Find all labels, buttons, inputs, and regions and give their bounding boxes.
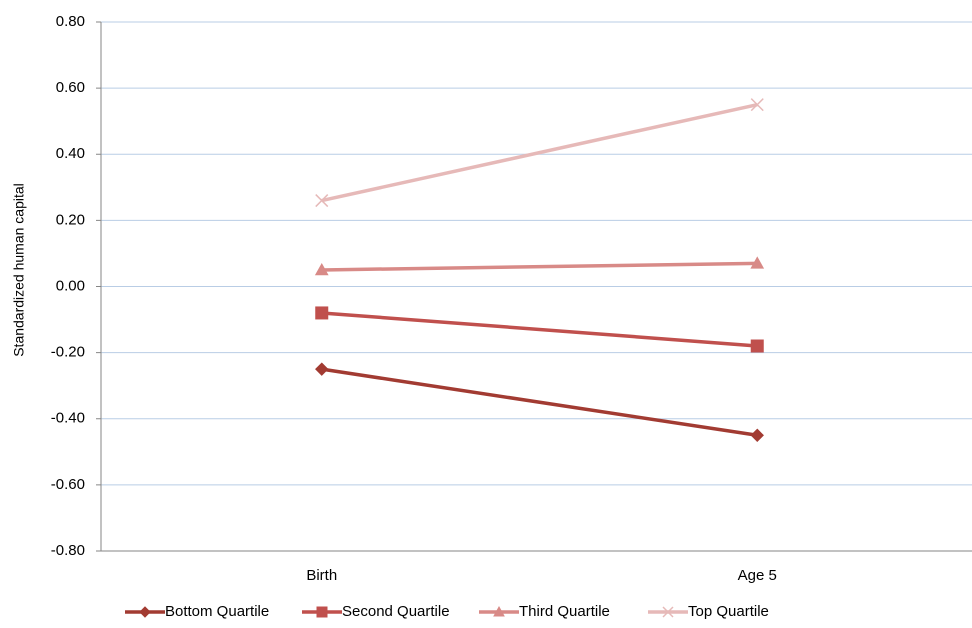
y-tick-label: 0.00 bbox=[56, 277, 85, 294]
y-tick-label: 0.40 bbox=[56, 145, 85, 162]
series-line bbox=[321, 102, 758, 203]
marker bbox=[662, 606, 674, 618]
marker bbox=[139, 606, 151, 618]
marker bbox=[750, 339, 764, 353]
marker bbox=[750, 256, 765, 269]
x-tick-label: Birth bbox=[306, 567, 337, 584]
marker bbox=[750, 98, 764, 112]
marker bbox=[314, 262, 329, 276]
y-tick-label: 0.80 bbox=[56, 13, 85, 30]
series-line bbox=[321, 261, 758, 272]
series-line bbox=[321, 367, 758, 438]
marker bbox=[493, 605, 505, 617]
y-tick-label: 0.20 bbox=[56, 211, 85, 228]
marker bbox=[315, 362, 329, 376]
legend-label: Third Quartile bbox=[519, 603, 610, 620]
series-line bbox=[321, 311, 758, 348]
y-tick-label: -0.20 bbox=[51, 344, 85, 361]
legend-label: Top Quartile bbox=[688, 603, 769, 620]
y-tick-label: -0.40 bbox=[51, 410, 85, 427]
y-tick-label: -0.80 bbox=[51, 542, 85, 559]
y-tick-label: -0.60 bbox=[51, 476, 85, 493]
marker bbox=[316, 606, 328, 618]
marker bbox=[750, 428, 764, 442]
legend-label: Second Quartile bbox=[342, 603, 450, 620]
marker bbox=[315, 306, 329, 320]
y-axis-label: Standardized human capital bbox=[11, 183, 27, 357]
legend-label: Bottom Quartile bbox=[165, 603, 269, 620]
marker bbox=[315, 194, 329, 208]
y-tick-label: 0.60 bbox=[56, 79, 85, 96]
x-tick-label: Age 5 bbox=[738, 567, 777, 584]
